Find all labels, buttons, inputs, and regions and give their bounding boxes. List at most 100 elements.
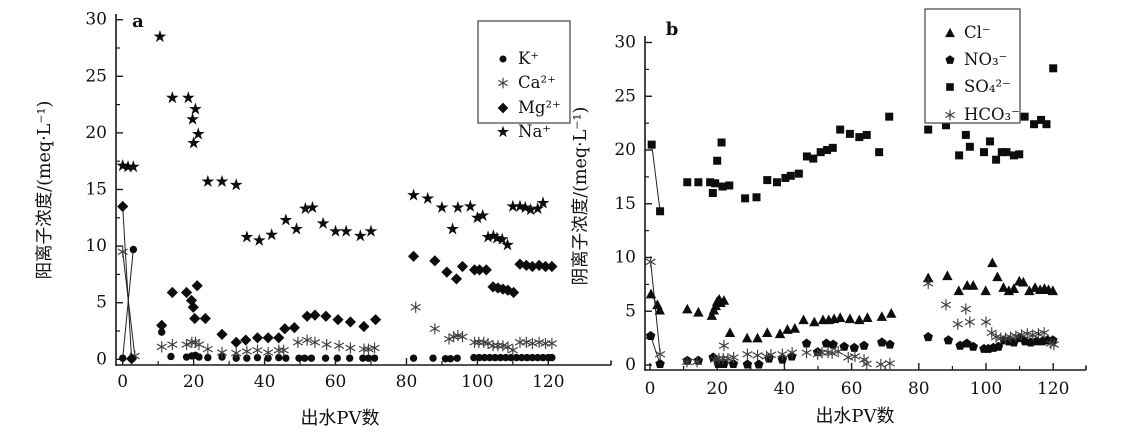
point-asterisk [801,347,812,359]
point-triangle [854,314,865,325]
point-star [306,200,319,214]
point-square [1049,64,1058,73]
legend-label: SO₄²⁻ [964,77,1011,96]
point-asterisk [777,348,788,360]
point-circle [119,354,127,362]
point-circle [282,354,290,362]
point-circle [346,354,354,362]
point-square [955,151,964,160]
point-diamond [189,312,201,325]
point-asterisk [193,338,205,351]
x-tick-label: 0 [117,372,128,392]
point-pentagon [828,339,838,349]
panel-a: 0 5 10 15 20 25 30 0 20 40 60 80 100 120 阳离子浓度/(meq·L⁻… [35,10,612,429]
point-star [181,91,195,104]
point-circle [333,354,341,362]
point-star [518,200,532,214]
point-square [725,181,734,190]
point-circle [158,328,166,336]
point-circle [548,353,556,362]
point-circle [321,354,330,362]
point-star [495,232,509,245]
point-diamond [526,260,538,273]
point-triangle [1018,276,1029,287]
point-star [451,200,465,214]
y-tick-label: 25 [614,86,636,106]
point-pentagon [754,359,764,369]
x-tick-label: 100 [970,379,1002,399]
point-pentagon [801,338,812,348]
legend-a: K⁺ Ca²⁺ Mg²⁺ Na⁺ [477,20,571,141]
point-asterisk [429,323,440,335]
point-triangle [798,314,809,325]
panel-letter: b [666,19,679,40]
y-tick-label: 15 [614,194,636,214]
point-asterisk [1038,327,1050,339]
point-asterisk [533,336,545,348]
point-triangle [1047,285,1059,296]
point-square [786,171,795,180]
point-circle [518,353,526,362]
point-asterisk [321,338,332,351]
point-circle [470,353,478,362]
point-asterisk [884,357,896,369]
point-square [961,130,970,139]
point-square [1015,150,1024,159]
point-diamond [309,309,321,321]
point-star [435,200,449,214]
point-circle [512,353,521,362]
point-circle [475,353,483,362]
series-Cl⁻ [645,257,1059,343]
point-circle [480,353,489,362]
point-star [121,160,135,173]
point-asterisk [292,336,304,348]
point-pentagon [945,55,955,64]
point-triangle [762,327,773,338]
series-connect-line [122,206,133,359]
point-diamond [546,260,558,273]
point-square [1042,120,1051,129]
point-pentagon [728,358,739,368]
y-tick-label: 25 [85,66,107,86]
point-asterisk [940,299,952,311]
point-asterisk [826,347,838,359]
point-square [773,178,782,187]
point-square [997,148,1006,157]
point-star [486,229,500,242]
legend-label: K⁺ [518,49,539,68]
series-Ca²⁺ [117,246,558,362]
point-square [1002,148,1011,157]
point-circle [129,245,138,254]
point-circle [195,353,203,361]
legend-box [924,8,1021,124]
point-circle [491,353,499,362]
legend-label: NO₃⁻ [964,50,1007,69]
point-diamond [370,314,382,326]
point-star [215,174,229,187]
point-asterisk [507,344,519,356]
point-diamond [497,102,509,114]
point-diamond [117,200,129,213]
point-circle [295,354,303,362]
point-square [708,189,717,197]
point-diamond [514,258,526,270]
y-tick-label: 0 [96,349,107,369]
point-star [421,191,435,204]
point-square [1009,151,1018,160]
x-axis-label: 出水PV数 [300,408,379,429]
point-pentagon [849,342,860,352]
point-diamond [230,336,242,348]
point-diamond [429,255,441,267]
x-tick-label: 20 [183,372,205,392]
point-star [191,127,205,140]
point-star [471,211,484,224]
point-star [536,196,550,209]
x-tick-label: 20 [706,379,728,399]
y-tick-label: 5 [625,301,636,321]
point-triangle [886,308,897,318]
y-tick-label: 5 [96,293,107,313]
point-asterisk [980,316,992,328]
point-asterisk [333,340,345,352]
point-pentagon [877,337,887,347]
legend-label: Ca²⁺ [518,73,556,92]
